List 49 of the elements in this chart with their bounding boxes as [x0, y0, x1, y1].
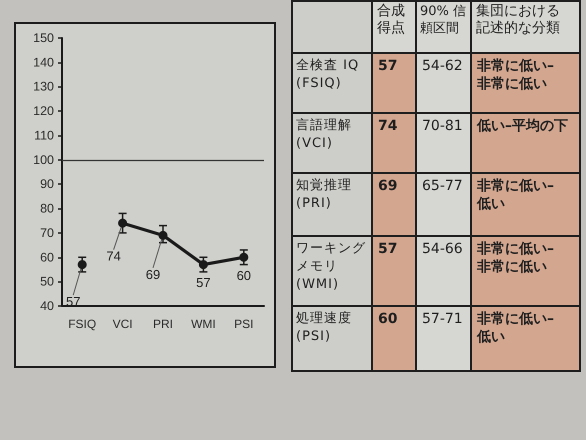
category-label: 90% 信頼区間: [416, 1, 471, 53]
y-tick-label: 120: [33, 104, 54, 118]
point: [118, 218, 128, 228]
text: 非常に低い– 低い: [477, 178, 554, 212]
point: [198, 260, 208, 270]
text: 非常に低い– 非常に低い: [477, 58, 554, 92]
category-label: 知覚推理 (PRI): [296, 178, 352, 211]
y-tick-label: 80: [40, 202, 54, 216]
point: [78, 260, 87, 270]
text: 74: [378, 118, 398, 134]
text: 非常に低い– 低い: [477, 311, 554, 345]
data-label: 74: [106, 248, 121, 264]
y-tick-label: 70: [40, 226, 54, 240]
text: 69: [378, 178, 398, 194]
text: 57: [378, 241, 398, 257]
y-tick-label: 90: [40, 177, 54, 192]
text: 65-77: [422, 178, 463, 194]
data-label: 60: [236, 268, 252, 283]
text: 57: [378, 58, 398, 74]
x-tick-label: VCI: [112, 317, 133, 331]
category-label: 全検査 IQ (FSIQ): [296, 58, 360, 91]
y-tick-label: 50: [40, 274, 54, 289]
point: [239, 252, 248, 262]
category-label: 処理速度 (PSI): [296, 311, 352, 344]
text: 非常に低い– 非常に低い: [477, 241, 554, 275]
y-tick-label: 60: [40, 250, 54, 264]
x-tick-label: PSI: [234, 317, 254, 331]
text: 54-62: [422, 58, 463, 74]
y-tick-label: 150: [33, 31, 54, 45]
y-tick-label: 130: [33, 80, 54, 94]
y-tick-label: 140: [33, 55, 54, 70]
y-tick-label: 110: [34, 128, 54, 142]
text: 54-66: [422, 241, 463, 257]
category-label: 集団における記述的な分類: [471, 1, 580, 53]
text: 60: [378, 311, 398, 327]
data-label: 57: [196, 275, 211, 290]
data-label: 69: [146, 266, 160, 282]
y-tick-label: 100: [33, 152, 54, 167]
x-tick-label: WMI: [191, 317, 216, 331]
category-label: ワーキングメモリ (WMI): [296, 241, 366, 292]
point: [158, 230, 168, 240]
y-tick-label: 40: [40, 299, 54, 313]
category-label: 言語理解 (VCI): [296, 118, 352, 151]
text: 57-71: [422, 311, 463, 327]
x-tick-label: FSIQ: [68, 317, 96, 331]
x-tick-label: PRI: [152, 317, 174, 331]
text: 70-81: [422, 118, 463, 134]
text: 低い–平均の下: [477, 118, 568, 134]
category-label: 合成得点: [372, 1, 416, 53]
